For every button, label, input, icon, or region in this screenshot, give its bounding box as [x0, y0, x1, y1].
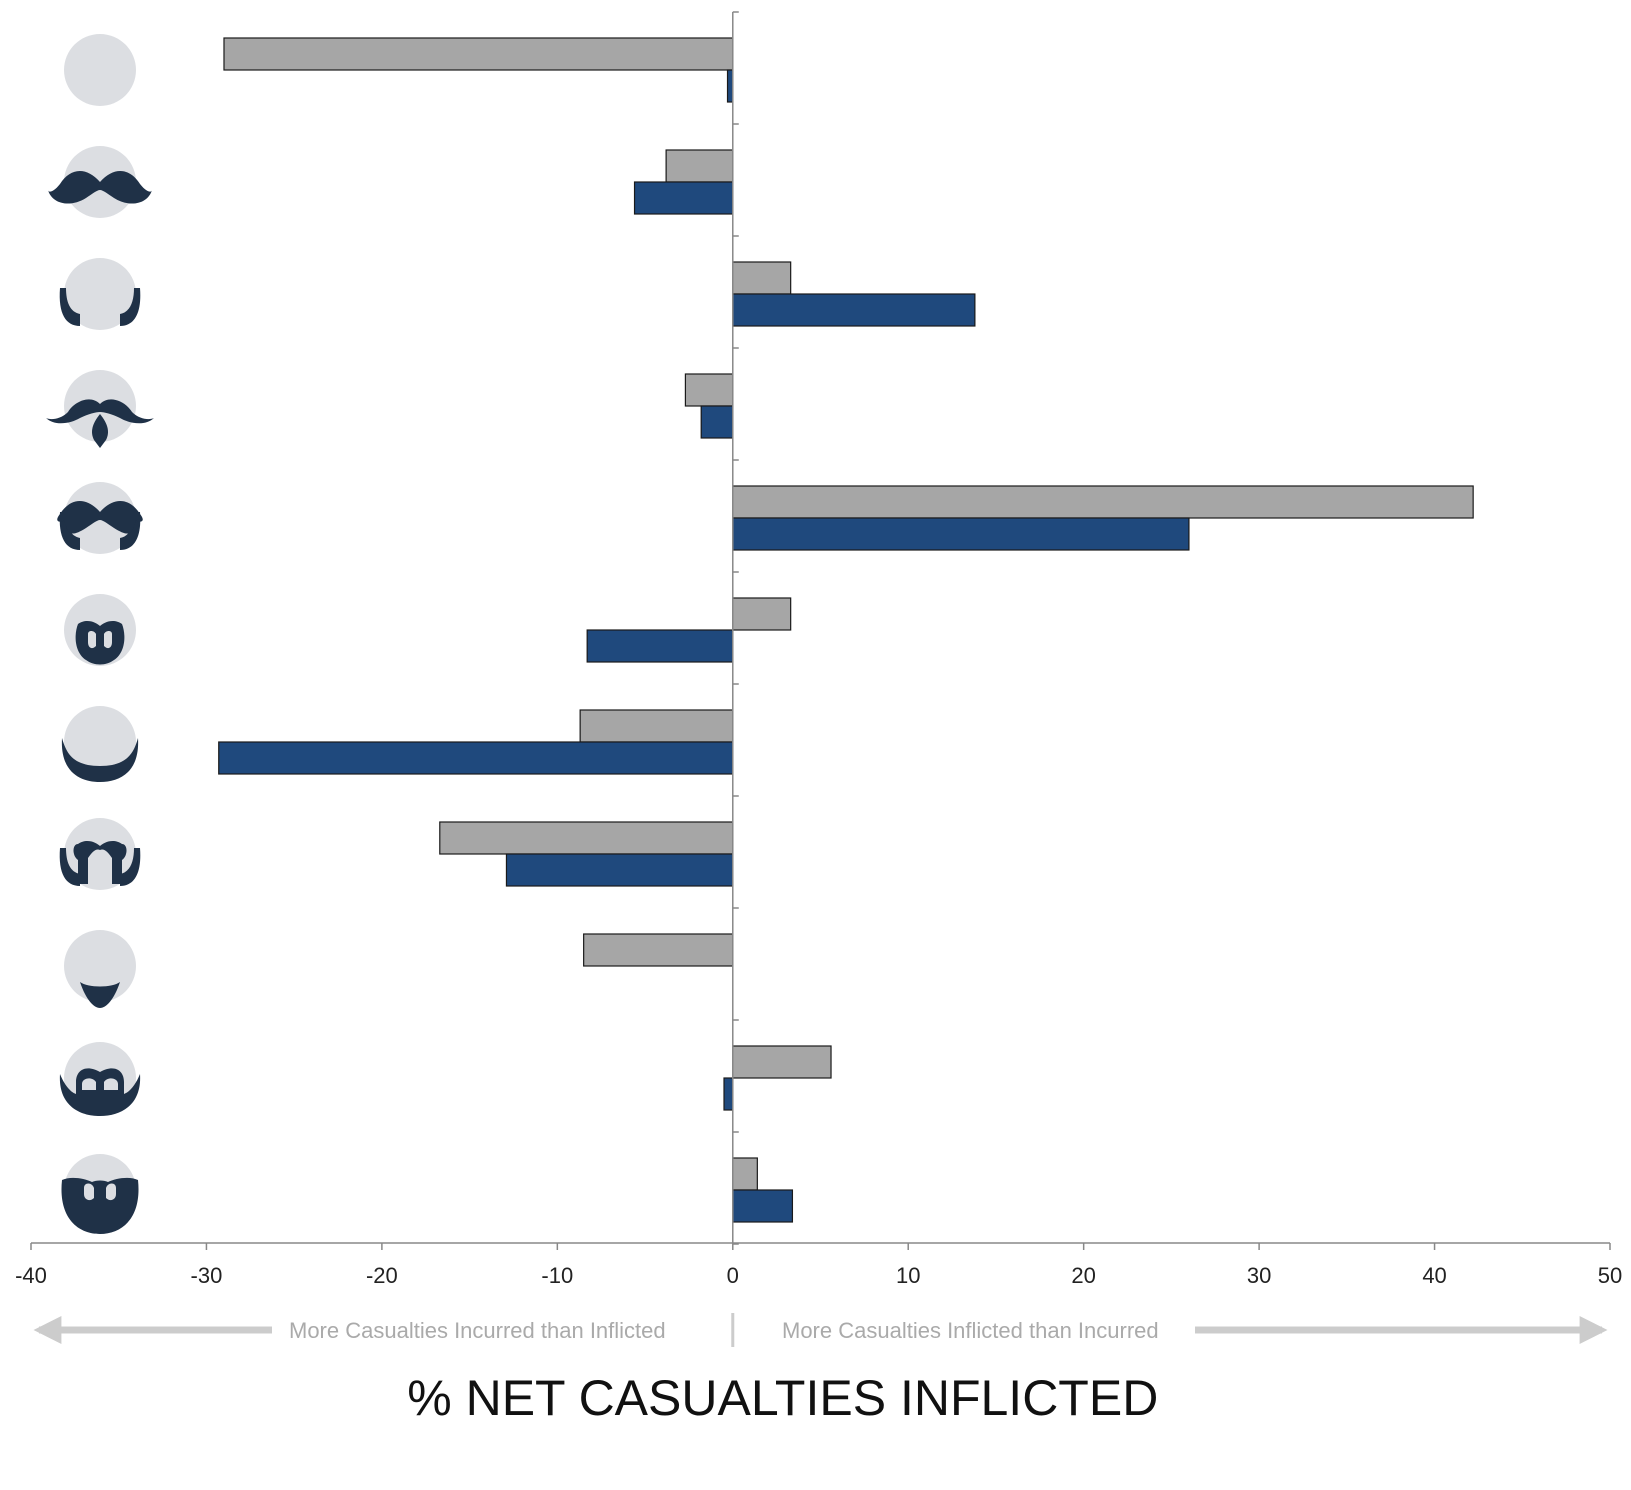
bar-clean-shaven-series-1	[223, 37, 734, 71]
bar-chin-strap-series-1	[583, 933, 734, 967]
x-tick-label: -20	[366, 1263, 398, 1288]
x-tick-label: 0	[727, 1263, 739, 1288]
chin-curtain-mustache-face-icon	[59, 818, 141, 890]
bar-mustache-and-goatee-series-2	[700, 405, 734, 439]
x-axis-title: % NET CASUALTIES INFLICTED	[407, 1370, 1158, 1426]
bar-full-beard-series-1	[732, 1157, 758, 1191]
bar-mustache-series-1	[665, 149, 734, 183]
x-tick-label: -30	[191, 1263, 223, 1288]
bar-chin-beard-series-2	[218, 741, 734, 775]
axes: -40 -30 -20 -10 0 10 20 30 40 50	[15, 11, 1622, 1288]
mustache-face-icon	[48, 146, 152, 218]
full-beard-face-icon	[61, 1154, 139, 1234]
bar-chin-beard-series-1	[579, 709, 734, 743]
bar-goatee-with-mustache-series-2	[586, 629, 734, 663]
bar-clean-shaven-series-2	[726, 69, 734, 103]
beard-icons	[46, 34, 154, 1234]
chin-strap-face-icon	[64, 930, 136, 1008]
mustache-sideburns-face-icon	[57, 482, 143, 554]
bar-mustache-series-2	[633, 181, 734, 215]
bar-full-beard-short-series-1	[732, 1045, 832, 1079]
bar-sideburns-series-2	[732, 293, 976, 327]
x-tick-label: 10	[896, 1263, 920, 1288]
bar-mustache-and-chin-curtain-series-1	[439, 821, 734, 855]
annotation-left-text: More Casualties Incurred than Inflicted	[289, 1318, 666, 1343]
bar-mustache-and-sideburns-series-2	[732, 517, 1190, 551]
sideburns-face-icon	[59, 258, 141, 330]
bar-mustache-and-chin-curtain-series-2	[505, 853, 734, 887]
goatee-face-icon	[64, 594, 136, 666]
annotation-right-text: More Casualties Inflicted than Incurred	[782, 1318, 1159, 1343]
bar-mustache-and-goatee-series-1	[684, 373, 734, 407]
bar-sideburns-series-1	[732, 261, 792, 295]
x-tick-label: -10	[541, 1263, 573, 1288]
bars	[218, 37, 1474, 1223]
bar-full-beard-short-series-2	[723, 1077, 734, 1111]
bar-full-beard-series-2	[732, 1189, 794, 1223]
mustache-goatee-face-icon	[46, 370, 154, 448]
x-tick-label: 40	[1422, 1263, 1446, 1288]
x-tick-label: 20	[1071, 1263, 1095, 1288]
x-tick-label: 50	[1598, 1263, 1622, 1288]
bar-mustache-and-sideburns-series-1	[732, 485, 1474, 519]
short-beard-face-icon	[59, 1042, 141, 1116]
bar-goatee-with-mustache-series-1	[732, 597, 792, 631]
x-tick-label: 30	[1247, 1263, 1271, 1288]
chin-beard-face-icon	[61, 706, 139, 782]
clean-shaven-face-icon	[64, 34, 136, 106]
x-tick-label: -40	[15, 1263, 47, 1288]
annotations: More Casualties Incurred than Inflicted …	[33, 1313, 1608, 1347]
